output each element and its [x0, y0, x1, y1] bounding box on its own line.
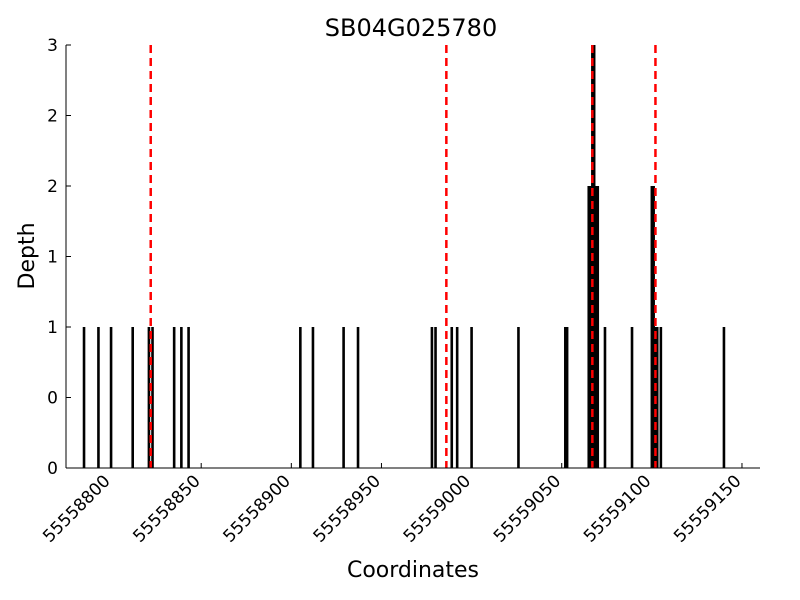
bars-group [82, 45, 726, 468]
bar [470, 327, 473, 468]
y-tick-label: 2 [47, 107, 58, 127]
bar [299, 327, 302, 468]
bar [187, 327, 190, 468]
x-tick-label: 55559000 [400, 471, 475, 546]
bar [589, 186, 592, 468]
y-axis-label: Depth [15, 222, 40, 289]
bar [147, 327, 151, 468]
y-tick-label: 3 [47, 36, 58, 56]
bar [434, 327, 437, 468]
x-ticks-group: 55558800 55558850 55558900 55558950 55559000… [39, 463, 746, 547]
x-tick-label: 55558950 [310, 471, 385, 546]
x-axis-label: Coordinates [347, 558, 479, 583]
bar [596, 186, 600, 468]
bar [652, 186, 655, 468]
y-tick-label: 1 [47, 248, 58, 268]
y-tick-label: 0 [47, 459, 58, 479]
bar [592, 45, 596, 468]
y-tick-label: 2 [47, 177, 58, 197]
bar [180, 327, 183, 468]
y-tick-label: 0 [47, 389, 58, 409]
bar [455, 327, 459, 468]
markers-group [149, 45, 657, 468]
x-tick-label: 55559150 [670, 471, 745, 546]
bar [131, 327, 134, 468]
x-tick-label: 55558900 [220, 471, 295, 546]
bar [603, 327, 607, 468]
bar [82, 327, 86, 468]
bar [564, 327, 567, 468]
bar [311, 327, 315, 468]
y-tick-label: 1 [47, 318, 58, 338]
bar [594, 186, 598, 468]
bar [655, 327, 659, 468]
x-tick-label: 55559100 [580, 471, 655, 546]
bar [587, 186, 591, 468]
bar [430, 327, 434, 468]
bar [517, 327, 520, 468]
x-tick-label: 55558850 [129, 471, 204, 546]
bar [109, 327, 113, 468]
x-tick-label: 55558800 [39, 471, 114, 546]
bar [450, 327, 454, 468]
bar [630, 327, 634, 468]
bar [650, 186, 654, 468]
bar [722, 327, 726, 468]
y-ticks-group: 0 0 1 1 2 2 3 [47, 36, 71, 479]
bar [659, 327, 663, 468]
bar [97, 327, 100, 468]
bar [172, 327, 176, 468]
bar [565, 327, 569, 468]
bar [356, 327, 360, 468]
x-tick-label: 55559050 [490, 471, 565, 546]
chart-title: SB04G025780 [325, 14, 497, 42]
bar [342, 327, 345, 468]
bar [151, 327, 154, 468]
